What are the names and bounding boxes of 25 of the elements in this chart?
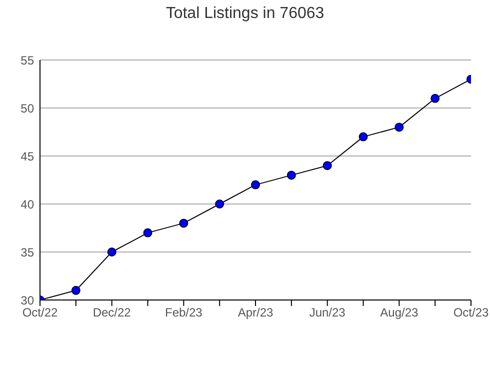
x-tick-label: Oct/22 [22, 306, 58, 320]
x-tick-label: Jun/23 [309, 306, 346, 320]
point [179, 218, 188, 228]
point [322, 161, 332, 170]
x-tick-label: Aug/23 [380, 306, 419, 320]
point [358, 132, 368, 142]
x-tick-label: Dec/22 [92, 306, 132, 320]
y-tick-label: 30 [20, 293, 34, 308]
point [215, 200, 224, 208]
point [394, 122, 404, 132]
chart-title: Total Listings in 76063 [164, 5, 326, 23]
point [107, 248, 116, 256]
y-tick-label: 45 [20, 149, 34, 164]
y-tick-label: 55 [20, 53, 34, 68]
point [286, 170, 296, 180]
point [143, 228, 152, 238]
y-tick-label: 40 [20, 197, 34, 212]
x-tick-label: Oct/23 [453, 306, 489, 320]
point [430, 94, 440, 103]
point [251, 180, 260, 190]
y-tick-label: 35 [20, 245, 34, 260]
y-tick-label: 50 [20, 101, 34, 116]
x-tick-label: Feb/23 [164, 306, 203, 320]
point [71, 286, 80, 295]
x-tick-label: Apr/23 [238, 306, 274, 320]
